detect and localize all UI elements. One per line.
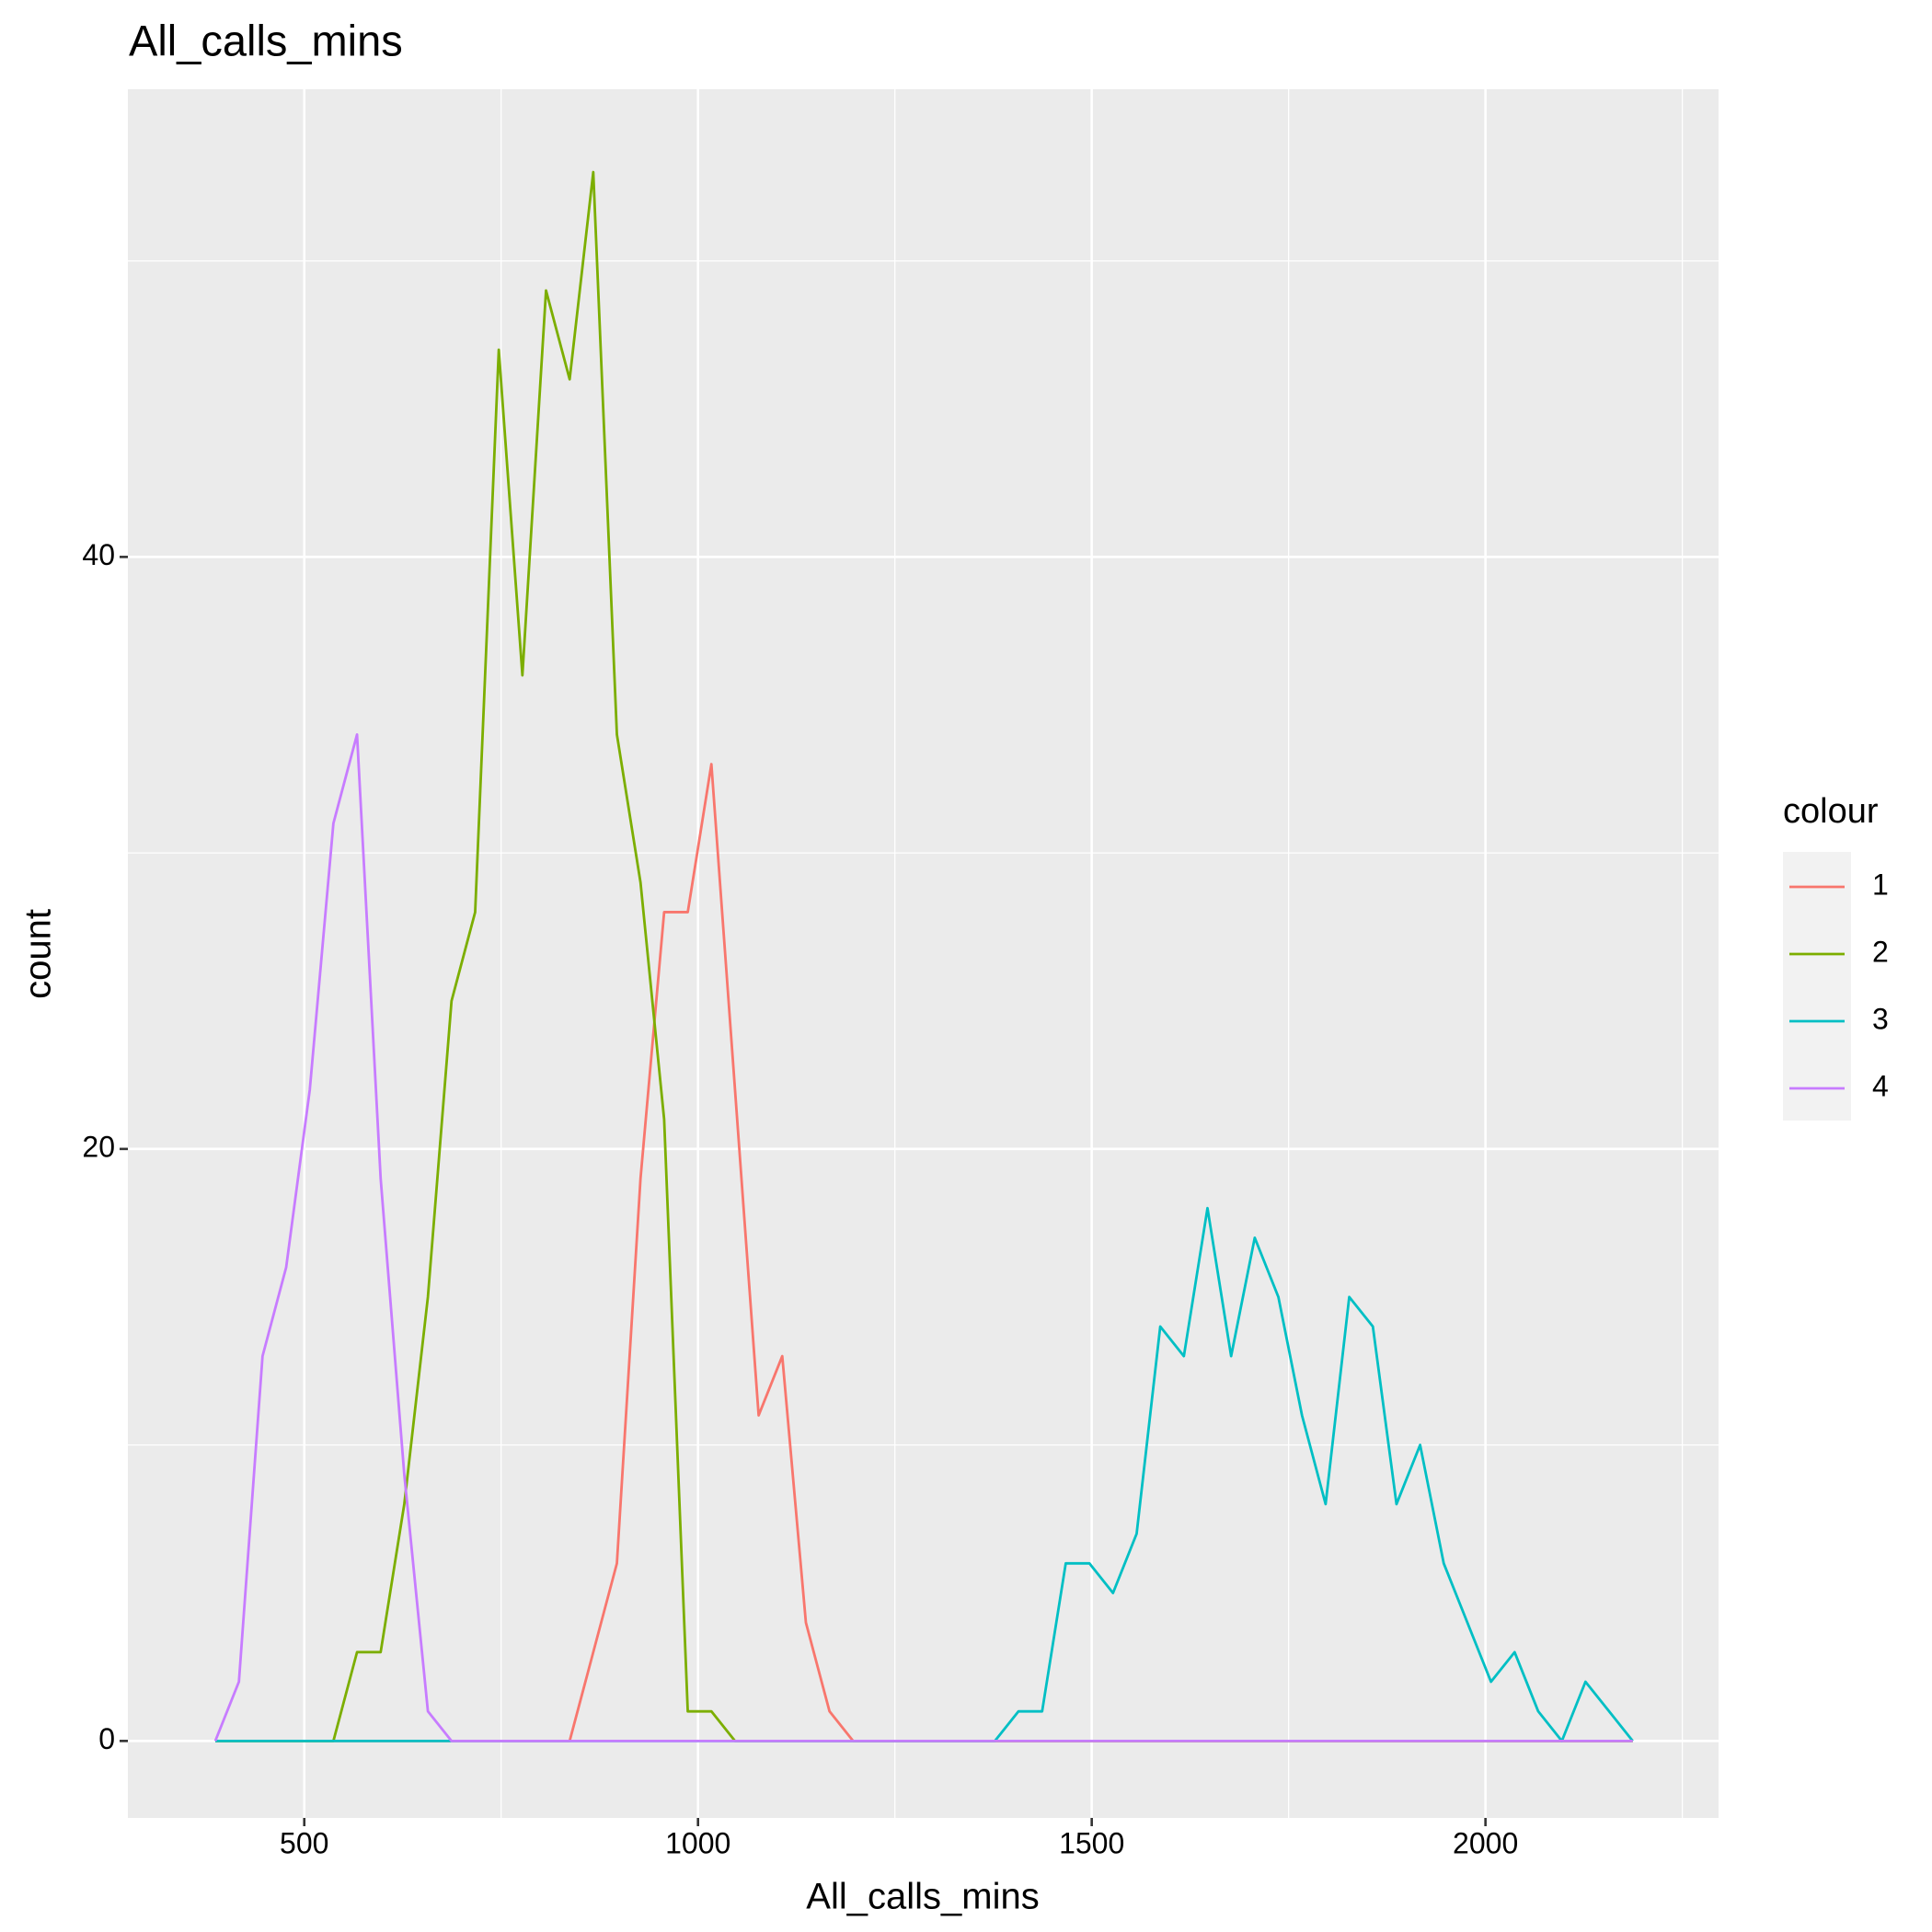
x-tick-label: 2000 xyxy=(1453,1826,1518,1859)
y-tick-label: 40 xyxy=(82,538,115,571)
x-tick-label: 500 xyxy=(280,1826,328,1859)
legend-background xyxy=(1783,852,1851,1121)
chart-title: All_calls_mins xyxy=(129,16,403,64)
line-series xyxy=(213,733,1633,1742)
y-tick-label: 20 xyxy=(82,1130,115,1163)
y-tick-label: 0 xyxy=(98,1722,115,1755)
legend-title: colour xyxy=(1783,792,1879,831)
panel xyxy=(128,89,1719,1818)
x-tick-label: 1500 xyxy=(1059,1826,1124,1859)
legend-label: 3 xyxy=(1872,1002,1889,1035)
x-tick-label: 1000 xyxy=(665,1826,730,1859)
y-axis-title: count xyxy=(18,909,59,999)
legend-label: 1 xyxy=(1872,868,1889,901)
legend-label: 4 xyxy=(1872,1069,1889,1102)
x-axis-title: All_calls_mins xyxy=(806,1877,1039,1917)
legend-label: 2 xyxy=(1872,935,1889,968)
